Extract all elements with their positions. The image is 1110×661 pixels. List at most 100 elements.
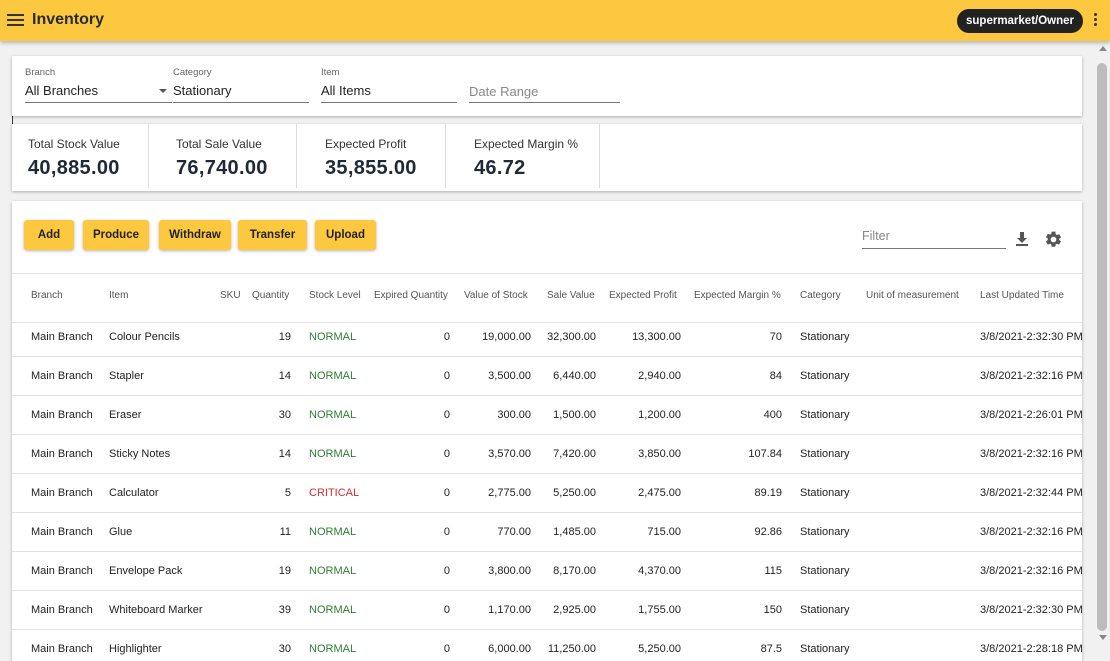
cell-expected-margin: 400 xyxy=(763,409,782,421)
cell-stock-level: NORMAL xyxy=(309,565,357,577)
scroll-down-arrow-icon[interactable] xyxy=(1099,635,1107,640)
cell-sale-value: 2,925.00 xyxy=(553,604,596,616)
category-value: Stationary xyxy=(173,83,232,98)
item-value: All Items xyxy=(321,83,371,98)
dropdown-arrow-icon xyxy=(159,89,167,93)
cell-expired-quantity: 0 xyxy=(443,409,450,421)
cell-branch: Main Branch xyxy=(31,643,93,655)
cell-item: Envelope Pack xyxy=(109,565,183,577)
cell-quantity: 11 xyxy=(279,526,291,538)
column-header-sale-value[interactable]: Sale Value xyxy=(547,290,595,301)
page-scrollbar[interactable] xyxy=(1095,41,1110,647)
column-header-sku[interactable]: SKU xyxy=(220,290,241,301)
add-button[interactable]: Add xyxy=(24,220,74,250)
cell-category: Stationary xyxy=(800,643,850,655)
user-chip[interactable]: supermarket/Owner xyxy=(957,9,1084,33)
table-row[interactable]: Main Branch Eraser 30 NORMAL 0 300.00 1,500.00… xyxy=(12,396,1082,435)
cell-value-of-stock: 1,170.00 xyxy=(488,604,531,616)
cell-stock-level: NORMAL xyxy=(309,448,357,460)
cell-branch: Main Branch xyxy=(31,526,93,538)
cell-sale-value: 8,170.00 xyxy=(553,565,596,577)
table-row[interactable]: Main Branch Envelope Pack 19 NORMAL 0 3,800.0… xyxy=(12,552,1082,591)
item-field[interactable]: Item All Items xyxy=(321,66,457,103)
cell-expired-quantity: 0 xyxy=(443,643,450,655)
transfer-button[interactable]: Transfer xyxy=(238,220,307,250)
cell-stock-level: NORMAL xyxy=(309,409,357,421)
cell-expected-margin: 92.86 xyxy=(754,526,782,538)
table-row[interactable]: Main Branch Calculator 5 CRITICAL 0 2,775.00 5… xyxy=(12,474,1082,513)
column-header-stock-level[interactable]: Stock Level xyxy=(309,290,361,301)
cell-branch: Main Branch xyxy=(31,604,93,616)
table-row[interactable]: Main Branch Stapler 14 NORMAL 0 3,500.00 6,440… xyxy=(12,357,1082,396)
cell-last-updated: 3/8/2021-2:32:30 PM xyxy=(980,604,1082,616)
scrollbar-thumb[interactable] xyxy=(1097,63,1107,631)
column-header-expected-margin[interactable]: Expected Margin % xyxy=(694,290,781,301)
app-bar: Inventory supermarket/Owner xyxy=(0,0,1110,41)
stat-value: 35,855.00 xyxy=(325,157,417,179)
cell-sale-value: 11,250.00 xyxy=(547,643,596,655)
table-row[interactable]: Main Branch Sticky Notes 14 NORMAL 0 3,570.00… xyxy=(12,435,1082,474)
download-icon[interactable] xyxy=(1015,231,1029,247)
column-header-category[interactable]: Category xyxy=(800,290,841,301)
cell-value-of-stock: 300.00 xyxy=(497,409,531,421)
filter-placeholder: Filter xyxy=(862,229,890,243)
stat-label: Expected Profit xyxy=(325,137,407,151)
table-row[interactable]: Main Branch Glue 11 NORMAL 0 770.00 1,485.00 71… xyxy=(12,513,1082,552)
summary-card: Total Stock Value 40,885.00 Total Sale V… xyxy=(12,124,1082,191)
cell-branch: Main Branch xyxy=(31,487,93,499)
cell-expired-quantity: 0 xyxy=(443,331,450,343)
cell-item: Sticky Notes xyxy=(109,448,171,460)
cell-expected-profit: 2,940.00 xyxy=(638,370,681,382)
cell-expected-profit: 1,200.00 xyxy=(638,409,681,421)
cell-value-of-stock: 3,500.00 xyxy=(488,370,531,382)
upload-button[interactable]: Upload xyxy=(315,220,376,250)
withdraw-button[interactable]: Withdraw xyxy=(159,220,231,250)
filter-input[interactable]: Filter xyxy=(862,226,1006,249)
gear-icon[interactable] xyxy=(1044,230,1063,249)
more-vert-icon[interactable] xyxy=(1092,12,1098,29)
cell-item: Highlighter xyxy=(109,643,162,655)
cell-expected-profit: 2,475.00 xyxy=(638,487,681,499)
cell-branch: Main Branch xyxy=(31,565,93,577)
category-field[interactable]: Category Stationary xyxy=(173,66,309,103)
cell-sale-value: 32,300.00 xyxy=(547,331,596,343)
cell-expected-margin: 70 xyxy=(769,331,782,343)
date-range-field[interactable]: Date Range xyxy=(469,66,620,103)
menu-icon[interactable] xyxy=(7,12,24,29)
column-header-branch[interactable]: Branch xyxy=(31,290,63,301)
cell-item: Calculator xyxy=(109,487,159,499)
cell-quantity: 19 xyxy=(278,331,291,343)
table-row[interactable]: Main Branch Colour Pencils 19 NORMAL 0 19,000… xyxy=(12,318,1082,357)
column-header-value-of-stock[interactable]: Value of Stock xyxy=(464,290,528,301)
scroll-up-arrow-icon[interactable] xyxy=(1099,46,1107,51)
stat-total-stock-value: Total Stock Value 40,885.00 xyxy=(12,124,149,188)
column-header-quantity[interactable]: Quantity xyxy=(252,290,290,301)
cell-expired-quantity: 0 xyxy=(443,526,450,538)
cell-value-of-stock: 770.00 xyxy=(497,526,531,538)
cell-expected-margin: 150 xyxy=(763,604,782,616)
column-header-expected-profit[interactable]: Expected Profit xyxy=(609,290,677,301)
stat-value: 40,885.00 xyxy=(28,157,120,179)
cell-category: Stationary xyxy=(800,604,850,616)
stat-expected-profit: Expected Profit 35,855.00 xyxy=(309,124,446,188)
cell-value-of-stock: 3,570.00 xyxy=(488,448,531,460)
branch-select[interactable]: Branch All Branches xyxy=(25,66,172,103)
table-row[interactable]: Main Branch Whiteboard Marker 39 NORMAL 0 1,1… xyxy=(12,591,1082,630)
column-header-expired-quantity[interactable]: Expired Quantity xyxy=(374,290,448,301)
table-body: Main Branch Colour Pencils 19 NORMAL 0 19,000… xyxy=(12,318,1082,661)
table-row[interactable]: Main Branch Highlighter 30 NORMAL 0 6,000.00 1… xyxy=(12,630,1082,661)
column-header-item[interactable]: Item xyxy=(109,290,129,301)
column-header-last-updated[interactable]: Last Updated Time xyxy=(980,290,1064,301)
cell-expected-profit: 1,755.00 xyxy=(638,604,681,616)
stat-label: Expected Margin % xyxy=(474,137,579,151)
cell-item: Colour Pencils xyxy=(109,331,180,343)
stat-label: Total Stock Value xyxy=(28,137,120,151)
cell-category: Stationary xyxy=(800,487,850,499)
cell-value-of-stock: 3,800.00 xyxy=(488,565,531,577)
cell-item: Whiteboard Marker xyxy=(109,604,203,616)
text-cursor xyxy=(12,116,13,125)
branch-label: Branch xyxy=(25,67,56,78)
cell-quantity: 5 xyxy=(284,487,291,499)
column-header-unit[interactable]: Unit of measurement xyxy=(866,290,959,301)
produce-button[interactable]: Produce xyxy=(83,220,149,250)
